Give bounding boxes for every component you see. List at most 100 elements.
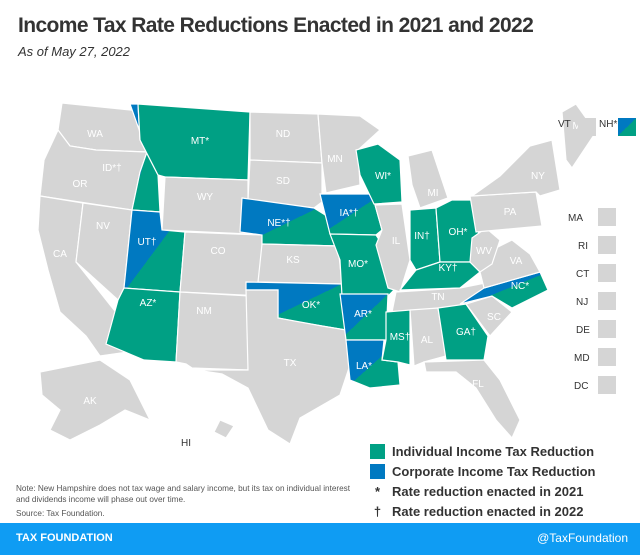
state-ms: MS† [381,309,411,366]
small-state-box [578,118,596,136]
state-shape [374,203,411,293]
small-state-label: DC [574,381,588,392]
legend-individual: Individual Income Tax Reduction [370,441,595,461]
state-nd: ND [249,111,323,164]
legend-dagger: † Rate reduction enacted in 2022 [370,501,595,521]
legend-asterisk: * Rate reduction enacted in 2021 [370,481,595,501]
footer-bar: TAX FOUNDATION @TaxFoundation [0,523,640,555]
small-state-nh: NH* [599,118,636,136]
state-label: IL [392,236,401,247]
corporate-swatch [370,463,385,479]
state-label: LA* [356,361,372,372]
footer-handle[interactable]: @TaxFoundation [537,531,628,545]
small-state-label: NJ [576,297,588,308]
small-state-label: MA [568,213,583,224]
small-state-vt: VT [558,118,596,136]
state-tx: TX [195,289,351,445]
state-label: NM [196,306,212,317]
state-label: OR [73,179,88,190]
state-label: IA*† [340,208,359,219]
state-shape [407,149,449,209]
state-label: UT† [138,237,157,248]
state-mt: MT* [137,103,251,181]
individual-swatch [370,443,385,459]
state-shape [195,289,351,445]
state-label: MS† [390,332,411,343]
state-shape [175,291,251,371]
chart-title: Income Tax Rate Reductions Enacted in 20… [18,14,534,37]
state-shape [319,193,383,236]
state-label: SC [487,312,501,323]
state-hi: HI [181,419,235,449]
legend-corporate-label: Corporate Income Tax Reduction [392,463,596,479]
source: Source: Tax Foundation. [16,509,105,518]
state-label: NE*† [267,218,290,229]
state-label: GA† [456,327,476,338]
state-il: IL [374,203,411,293]
small-state-box [598,348,616,366]
state-shape [469,139,561,197]
state-label: MO* [348,259,368,270]
legend-corporate: Corporate Income Tax Reduction [370,461,595,481]
state-label: FL [472,379,484,390]
state-ny: NY [469,139,561,197]
state-la: LA* [345,339,401,389]
small-state-label: RI [578,241,588,252]
state-ia: IA*† [319,193,383,236]
chart-subtitle: As of May 27, 2022 [18,44,131,59]
small-state-label: NH* [599,119,617,130]
state-label: OK* [302,300,320,311]
state-shape [39,359,152,441]
small-state-box [598,264,616,282]
state-label: PA [504,207,517,218]
state-wy: WY [161,176,249,235]
small-state-label: MD [574,353,590,364]
state-ak: AK [39,359,152,441]
small-state-box [598,208,616,226]
state-fl: FL [423,359,521,440]
state-shape [437,303,489,361]
state-label: VA [510,256,523,267]
small-state-box [598,292,616,310]
small-state-ri: RI [578,236,616,254]
state-al: AL [409,307,447,367]
state-label: NC* [511,281,529,292]
small-state-box [598,320,616,338]
state-sd: SD [247,159,323,209]
small-state-dc: DC [574,376,616,394]
small-state-label: VT [558,119,571,130]
state-label: CO [211,246,226,257]
state-label: ID*† [102,163,121,174]
state-pa: PA [469,191,543,233]
state-ar: AR* [339,293,389,341]
legend: Individual Income Tax Reduction Corporat… [370,441,595,521]
state-label: WA [87,129,103,140]
state-in: IN† [409,207,441,271]
state-label: CA [53,249,67,260]
state-label: AK [83,396,97,407]
state-label: WV [476,246,492,257]
state-shape [161,176,249,235]
small-state-box [598,236,616,254]
small-state-ma: MA [568,208,616,226]
state-label: MN [327,154,343,165]
state-label: HI [181,438,191,449]
small-state-label: CT [576,269,589,280]
state-shape [345,339,401,389]
state-shape [247,159,323,209]
note: Note: New Hampshire does not tax wage an… [16,484,351,504]
state-label: WY [197,192,213,203]
state-ga: GA† [437,303,489,361]
notes-block: Note: New Hampshire does not tax wage an… [16,483,361,519]
legend-asterisk-label: Rate reduction enacted in 2021 [392,483,584,499]
state-label: KY† [439,263,458,274]
state-label: IN† [414,231,430,242]
state-label: MT* [191,136,209,147]
state-wi: WI* [355,143,403,205]
state-label: OH* [449,227,468,238]
state-label: MI [427,188,438,199]
state-shape [409,307,447,367]
state-mi: MI [407,149,449,209]
small-state-box [598,376,616,394]
small-state-nj: NJ [576,292,616,310]
